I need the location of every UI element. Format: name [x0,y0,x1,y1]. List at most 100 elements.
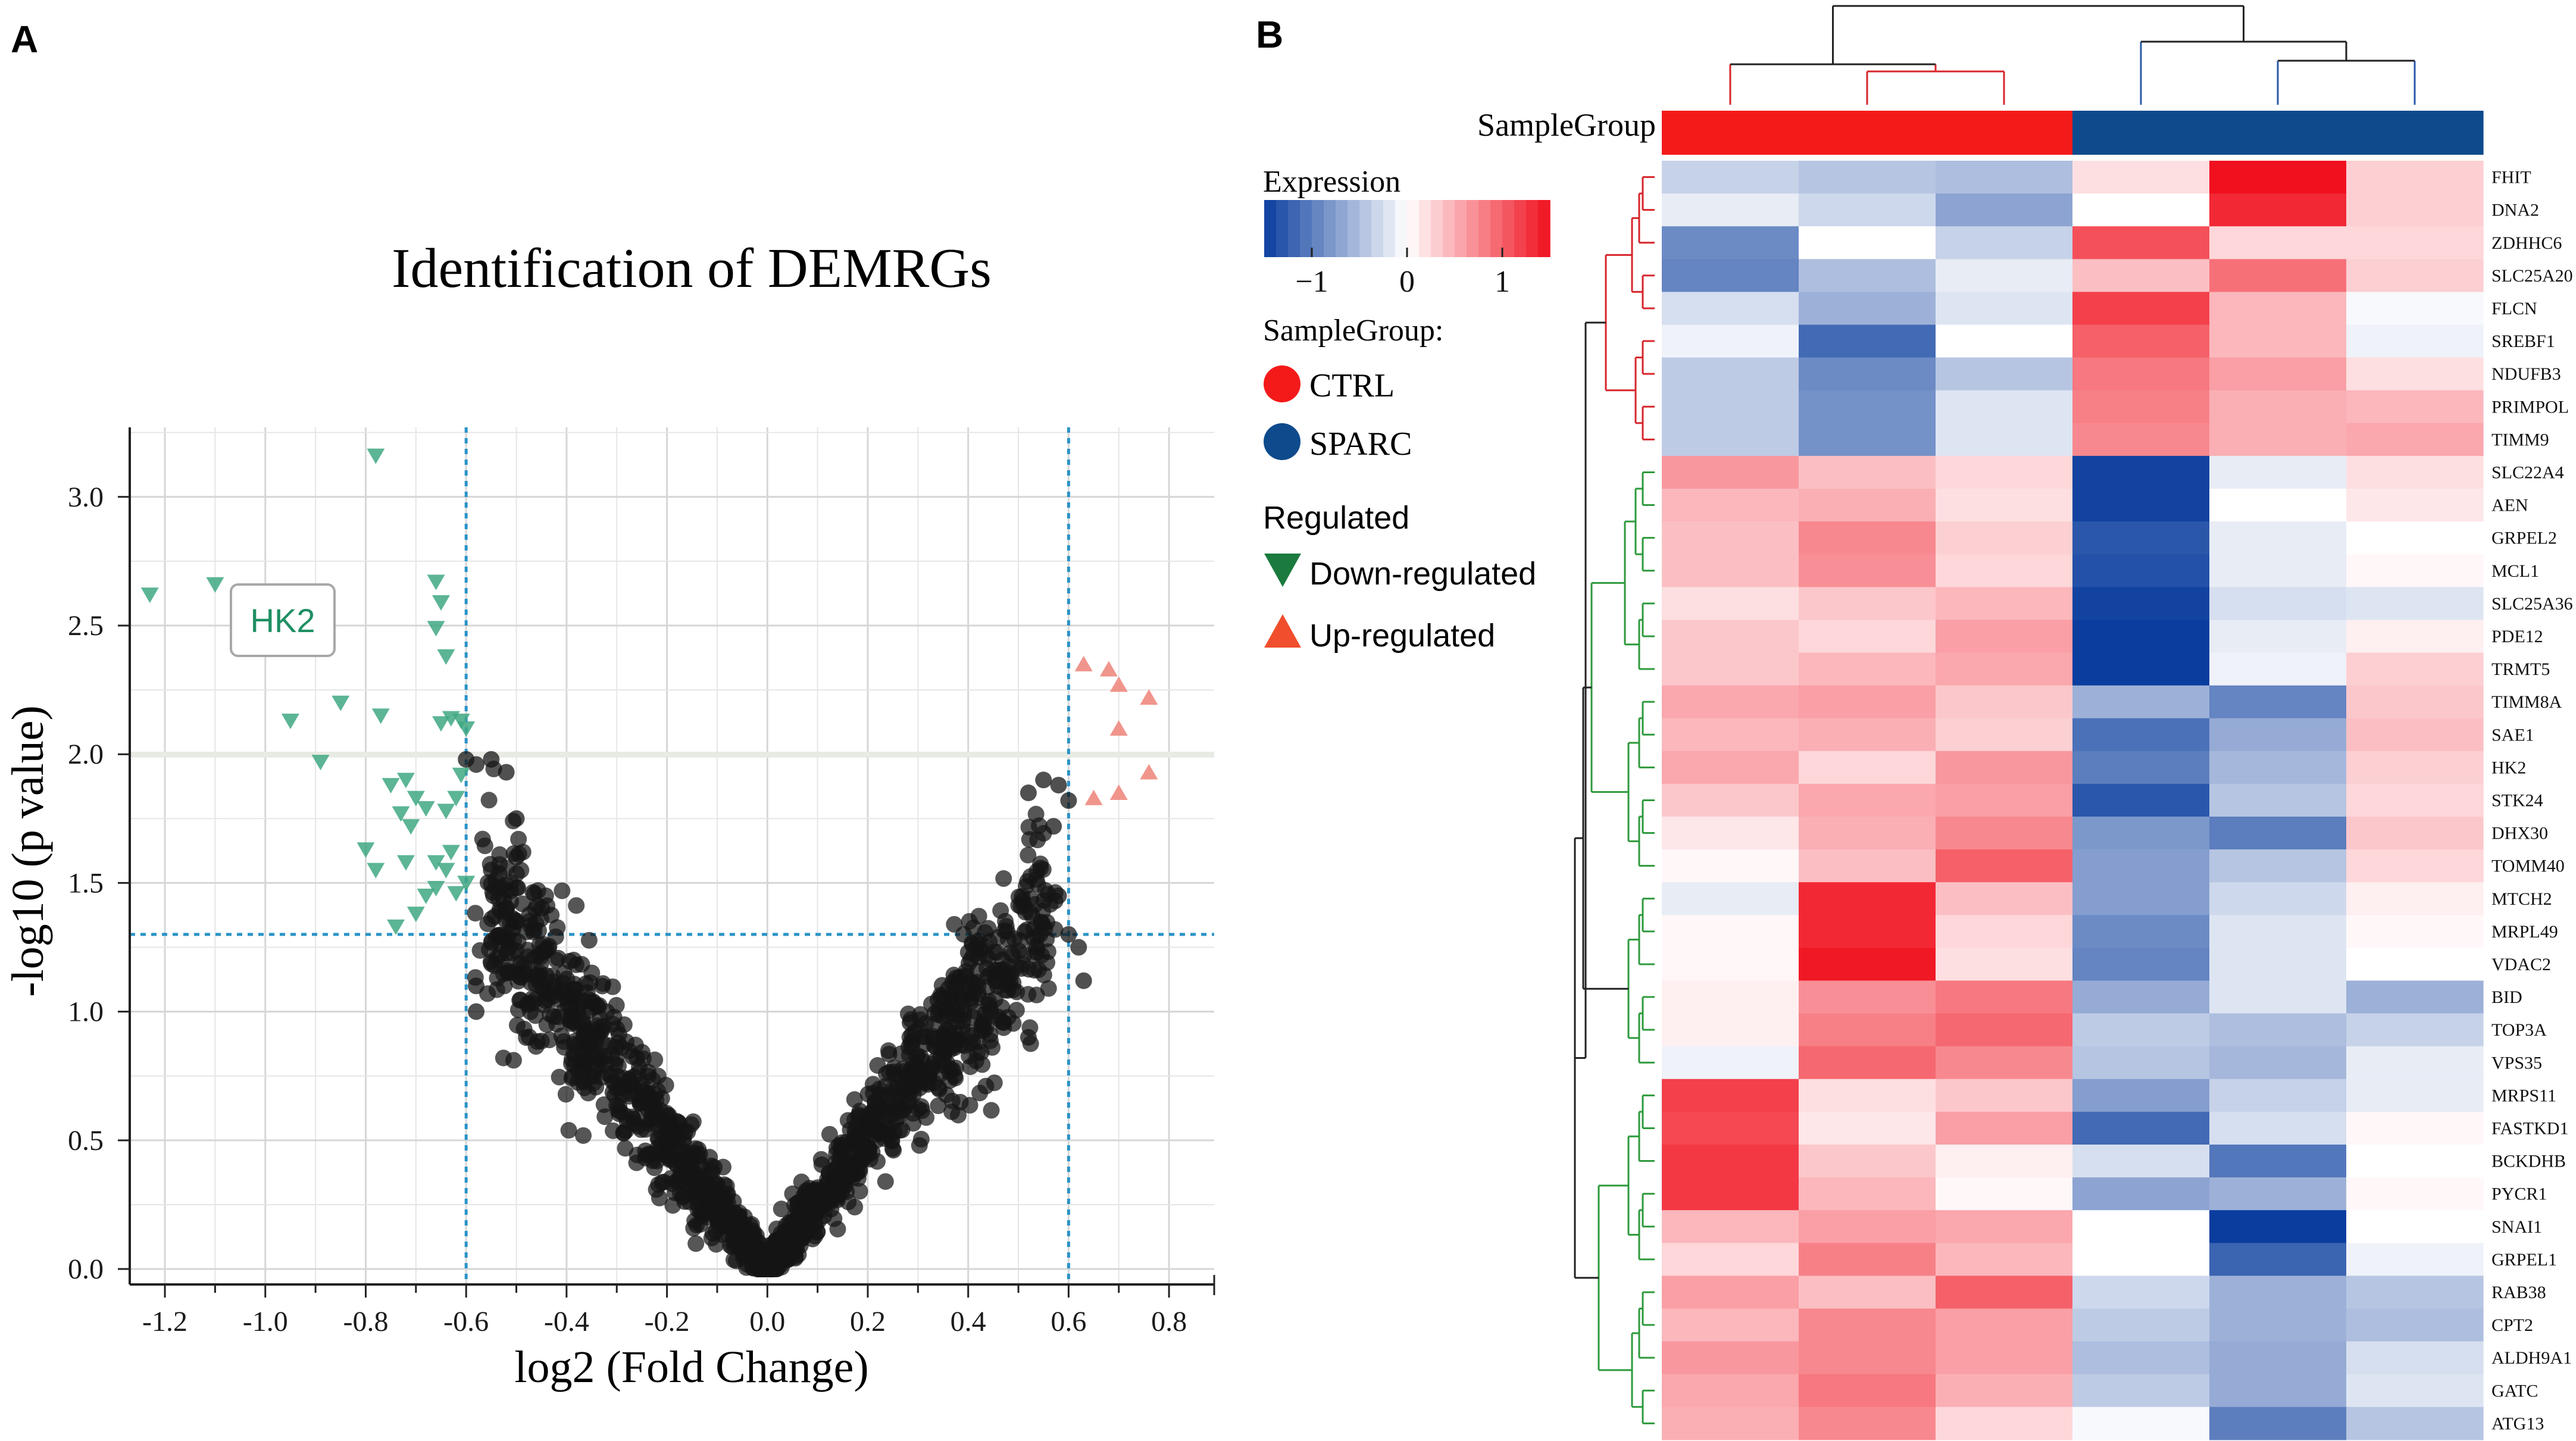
not-significant-point [821,1126,838,1143]
not-significant-point [1020,818,1037,836]
row-labels: FHIT DNA2 ZDHHC6 SLC25A20 FLCN SREBF1 NDUFB3 PR… [2491,168,2573,1434]
y-tick-label: 1.0 [68,996,104,1028]
not-significant-point [1026,946,1043,964]
heatmap-cell [1799,1111,1936,1145]
heatmap-cell [2209,1111,2347,1145]
not-significant-point [912,1130,930,1148]
not-significant-point [596,1108,614,1126]
colorbar-segment [1467,200,1479,257]
heatmap-cell [1799,751,1936,784]
not-significant-point [609,1102,627,1119]
up-regulated-point [1109,676,1128,692]
not-significant-point [1014,955,1031,973]
colorbar-tick-label: 0 [1399,265,1415,299]
row-label: SLC22A4 [2491,462,2564,482]
down-regulated-point [396,855,415,871]
y-tick-labels: 0.0 0.5 1.0 1.5 2.0 2.5 3.0 [68,482,104,1285]
column-dendrogram [1729,5,2416,105]
colorbar-tick-label: 1 [1495,265,1510,299]
heatmap-cell [2072,783,2210,817]
not-significant-point [606,1087,623,1104]
heatmap-cell [1799,521,1936,555]
not-significant-point [862,1111,880,1128]
not-significant-point [483,861,500,879]
not-significant-point [933,988,950,1005]
heatmap-cell [2346,849,2484,883]
not-significant-point [1060,792,1077,809]
not-significant-point [529,896,546,914]
not-significant-point [936,1029,954,1046]
panel-b-label: B [1256,13,1283,56]
heatmap-cell [2072,161,2210,194]
heatmap-cell [2346,1243,2484,1276]
row-label: VPS35 [2491,1053,2542,1073]
not-significant-point [1034,861,1052,878]
heatmap-cell [1662,849,1799,883]
not-significant-point [970,989,987,1006]
not-significant-point [645,1095,662,1112]
heatmap-cell [1799,882,1936,915]
heatmap-cell [2346,1374,2484,1408]
row-label: RAB38 [2491,1283,2546,1302]
down-regulated-point [437,804,455,820]
x-tick-label: -1.2 [142,1306,187,1337]
not-significant-point [508,810,525,827]
down-regulated-point [432,716,450,732]
row-label: ZDHHC6 [2491,233,2562,253]
heatmap-cell [1662,1177,1799,1211]
heatmap-cell [2209,390,2347,424]
row-label: SLC25A36 [2491,594,2573,614]
colorbar-segment [1288,200,1300,257]
heatmap-cell [1799,161,1936,194]
heatmap-cell [1662,193,1799,227]
not-significant-point [921,1070,938,1087]
not-significant-point [715,1188,732,1205]
heatmap-cell [2072,1243,2210,1276]
heatmap-cell [2072,292,2210,326]
heatmap-cell [2209,817,2347,850]
heatmap-cell [2072,324,2210,358]
heatmap-cell [1936,1243,2073,1276]
heatmap-cell [1799,1210,1936,1243]
heatmap-cell [2072,620,2210,654]
not-significant-point [727,1252,745,1270]
heatmap-cell [1936,292,2073,326]
y-tick-label: 2.5 [68,610,104,642]
heatmap-cell [2209,1177,2347,1211]
heatmap-cell [2209,652,2347,686]
y-tick-label: 2.0 [68,739,104,770]
heatmap-cell [2209,1079,2347,1112]
not-significant-point [505,1052,522,1069]
not-significant-point [842,1167,859,1184]
heatmap-cell [1662,817,1799,850]
down-regulated-point [427,621,445,637]
not-significant-point [1027,805,1045,823]
heatmap-cell [2346,554,2484,587]
not-significant-point [983,1102,1000,1119]
heatmap-cell [2072,423,2210,457]
row-label: AEN [2491,496,2528,515]
colorbar-segment [1324,200,1336,257]
not-significant-point [576,1073,593,1090]
heatmap-cell [2209,948,2347,981]
heatmap-cell [2072,1374,2210,1408]
down-regulated-label: Down-regulated [1309,556,1536,592]
heatmap-cell [1799,587,1936,620]
samplegroup-annotation-label: SampleGroup [1477,107,1656,143]
heatmap-cell [2346,882,2484,915]
heatmap-cell [1662,587,1799,620]
heatmap-cell [1799,1243,1936,1276]
heatmap-cell [2346,817,2484,850]
row-label: SLC25A20 [2491,266,2573,286]
heatmap-cell [2072,980,2210,1014]
sparc-legend-marker [1264,423,1300,460]
heatmap-cell [1799,1013,1936,1047]
heatmap-cell [1799,849,1936,883]
not-significant-point [480,792,498,809]
heatmap-cell [2209,455,2347,489]
heatmap-cell [2072,193,2210,227]
not-significant-point [877,1173,894,1190]
down-regulated-point [457,876,476,892]
colorbar-segment [1407,200,1420,257]
not-significant-point [483,934,500,951]
